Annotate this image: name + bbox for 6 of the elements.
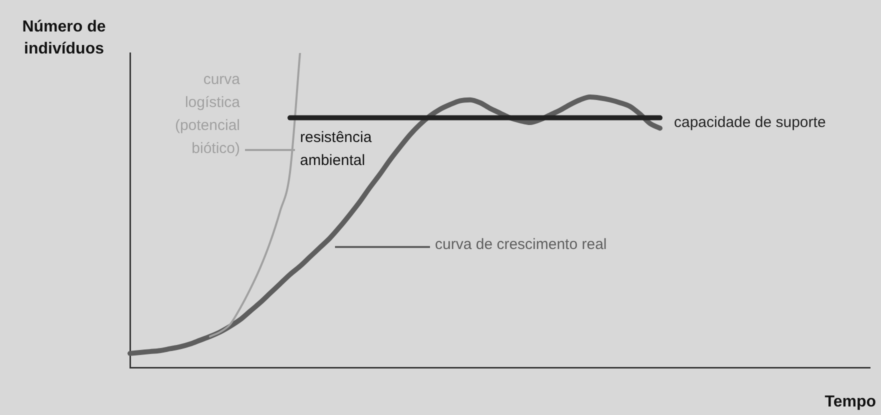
- x-axis-title: Tempo: [824, 393, 876, 410]
- annotation: resistência ambiental: [300, 129, 372, 170]
- y-axis-title: Número de indivíduos: [22, 18, 106, 58]
- series-label: capacidade de suporte: [674, 114, 826, 132]
- text: curva logística (potencial biótico): [174, 71, 241, 158]
- text: curva de crescimento real: [435, 236, 607, 254]
